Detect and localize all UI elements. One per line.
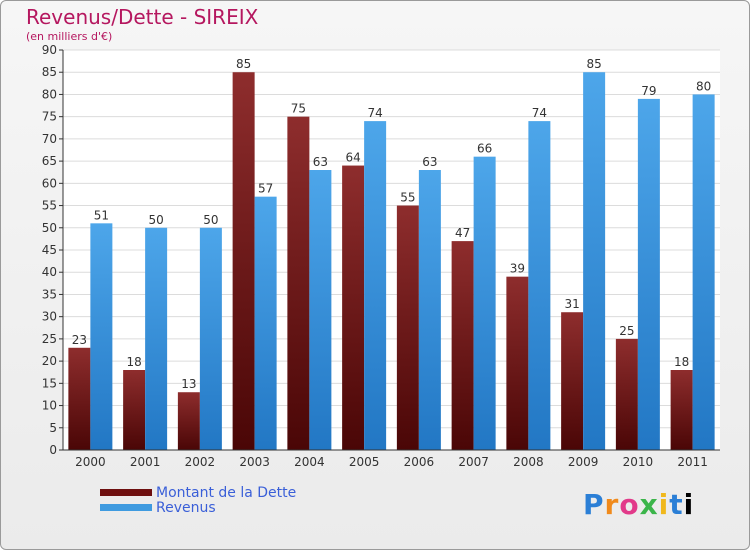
data-label-debt: 18 <box>674 355 689 369</box>
y-tick-label: 45 <box>42 243 57 257</box>
data-label-debt: 18 <box>126 355 141 369</box>
bar-revenue <box>418 170 441 450</box>
data-label-revenue: 63 <box>313 155 328 169</box>
data-label-debt: 75 <box>291 102 306 116</box>
bars: 23 51 18 50 13 50 85 57 75 63 64 74 55 63 47 66 39 74 31 85… <box>68 57 715 451</box>
bar-revenue <box>364 121 387 450</box>
x-tick-label: 2000 <box>75 455 106 469</box>
bar-revenue <box>583 72 606 450</box>
proxiti-logo: Proxiti <box>583 488 695 521</box>
x-tick-label: 2009 <box>568 455 599 469</box>
y-tick-label: 25 <box>42 332 57 346</box>
data-label-debt: 31 <box>564 297 579 311</box>
data-label-debt: 25 <box>619 324 634 338</box>
bar-revenue <box>145 227 168 450</box>
data-label-debt: 85 <box>236 57 251 71</box>
bar-debt <box>68 347 91 450</box>
x-tick-label: 2006 <box>404 455 435 469</box>
y-tick-label: 5 <box>49 421 57 435</box>
legend-swatch-debt <box>100 489 152 496</box>
bar-debt <box>396 205 419 450</box>
y-tick-label: 70 <box>42 132 57 146</box>
data-label-revenue: 74 <box>532 106 547 120</box>
data-label-debt: 13 <box>181 377 196 391</box>
data-label-debt: 55 <box>400 191 415 205</box>
x-tick-label: 2005 <box>349 455 380 469</box>
y-tick-label: 20 <box>42 354 57 368</box>
y-tick-label: 85 <box>42 65 57 79</box>
y-tick-label: 90 <box>42 43 57 57</box>
chart-subtitle: (en milliers d'€) <box>26 30 113 43</box>
data-label-revenue: 57 <box>258 182 273 196</box>
x-tick-label: 2001 <box>130 455 161 469</box>
bar-revenue <box>473 156 496 450</box>
data-label-revenue: 50 <box>148 213 163 227</box>
data-label-revenue: 74 <box>367 106 382 120</box>
bar-debt <box>451 241 474 450</box>
x-tick-label: 2011 <box>677 455 708 469</box>
bar-debt <box>123 370 146 450</box>
data-label-revenue: 80 <box>696 79 711 93</box>
bar-revenue <box>199 227 222 450</box>
x-axis: 2000 2001 2002 2003 2004 2005 2006 2007 2008 2009… <box>63 449 720 469</box>
data-label-revenue: 79 <box>641 84 656 98</box>
bar-debt <box>177 392 200 450</box>
x-tick-label: 2002 <box>185 455 216 469</box>
y-tick-label: 65 <box>42 154 57 168</box>
bar-debt <box>561 312 584 450</box>
bar-revenue <box>254 196 277 450</box>
bar-debt <box>287 116 310 451</box>
legend-label-revenue: Revenus <box>156 500 216 516</box>
y-tick-label: 40 <box>42 265 57 279</box>
bar-revenue <box>692 94 715 450</box>
bar-revenue <box>309 170 332 450</box>
chart-title: Revenus/Dette - SIREIX <box>26 5 259 29</box>
y-tick-label: 30 <box>42 310 57 324</box>
bar-debt <box>232 72 255 450</box>
data-label-debt: 64 <box>345 151 360 165</box>
y-axis: 0 5 10 15 20 25 30 35 40 45 50 55 60 65 70 75 80 85 90 <box>42 43 64 457</box>
bar-debt <box>506 276 529 450</box>
data-label-debt: 39 <box>510 262 525 276</box>
x-tick-label: 2008 <box>513 455 544 469</box>
bar-debt <box>615 338 638 450</box>
bar-revenue <box>637 98 660 450</box>
data-label-debt: 47 <box>455 226 470 240</box>
bar-revenue <box>528 121 551 450</box>
legend-label-debt: Montant de la Dette <box>156 485 297 501</box>
legend-swatch-revenue <box>100 504 152 511</box>
x-tick-label: 2007 <box>458 455 489 469</box>
x-tick-label: 2004 <box>294 455 325 469</box>
data-label-debt: 23 <box>72 333 87 347</box>
x-tick-label: 2010 <box>623 455 654 469</box>
bar-revenue <box>90 223 113 450</box>
y-tick-label: 15 <box>42 376 57 390</box>
bar-debt <box>342 165 365 451</box>
y-tick-label: 50 <box>42 221 57 235</box>
data-label-revenue: 50 <box>203 213 218 227</box>
y-tick-label: 60 <box>42 176 57 190</box>
y-tick-label: 0 <box>49 443 57 457</box>
data-label-revenue: 63 <box>422 155 437 169</box>
bar-debt <box>670 370 693 450</box>
data-label-revenue: 66 <box>477 142 492 156</box>
y-tick-label: 80 <box>42 87 57 101</box>
y-tick-label: 55 <box>42 199 57 213</box>
data-label-revenue: 85 <box>586 57 601 71</box>
x-tick-label: 2003 <box>239 455 270 469</box>
y-tick-label: 10 <box>42 399 57 413</box>
y-tick-label: 35 <box>42 287 57 301</box>
y-tick-label: 75 <box>42 110 57 124</box>
data-label-revenue: 51 <box>94 208 109 222</box>
